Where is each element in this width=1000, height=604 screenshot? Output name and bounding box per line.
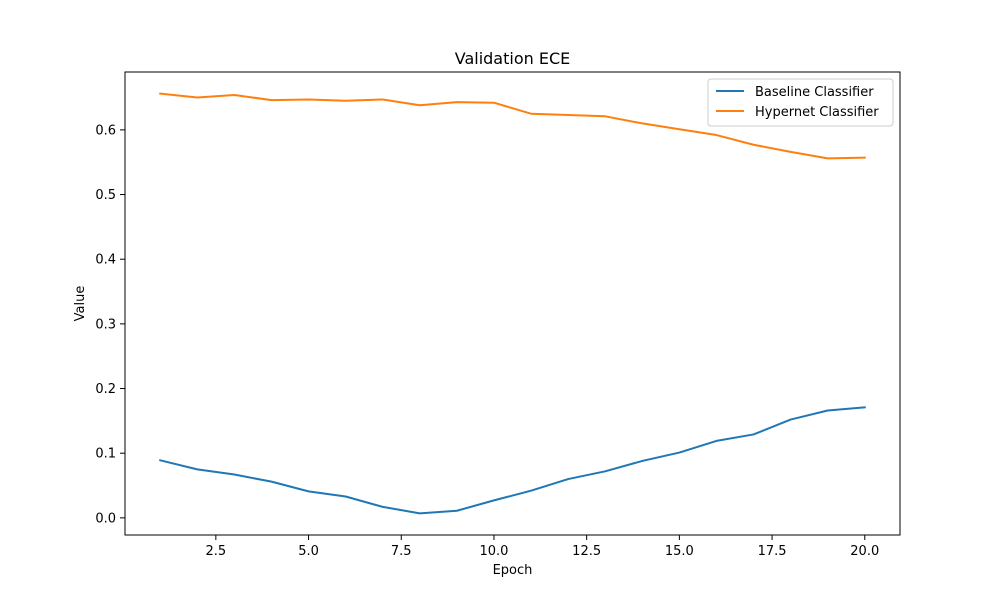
y-axis-label: Value <box>73 286 88 322</box>
x-tick-label: 15.0 <box>665 544 694 559</box>
y-tick-label: 0.3 <box>95 317 116 332</box>
x-tick-label: 2.5 <box>206 544 227 559</box>
y-tick-label: 0.1 <box>95 447 116 462</box>
y-tick-label: 0.5 <box>95 188 116 203</box>
chart-title: Validation ECE <box>455 49 570 68</box>
legend-label-hypernet: Hypernet Classifier <box>755 105 879 120</box>
legend-label-baseline: Baseline Classifier <box>755 85 874 100</box>
x-tick-label: 20.0 <box>850 544 879 559</box>
x-tick-label: 17.5 <box>758 544 787 559</box>
y-tick-label: 0.6 <box>95 123 116 138</box>
y-tick-label: 0.2 <box>95 382 116 397</box>
x-tick-label: 5.0 <box>298 544 319 559</box>
x-tick-label: 12.5 <box>572 544 601 559</box>
y-tick-label: 0.4 <box>95 253 116 268</box>
x-tick-label: 7.5 <box>391 544 412 559</box>
y-tick-label: 0.0 <box>95 511 116 526</box>
legend: Baseline Classifier Hypernet Classifier <box>708 79 893 126</box>
x-axis-label: Epoch <box>493 563 533 578</box>
x-tick-label: 10.0 <box>479 544 508 559</box>
